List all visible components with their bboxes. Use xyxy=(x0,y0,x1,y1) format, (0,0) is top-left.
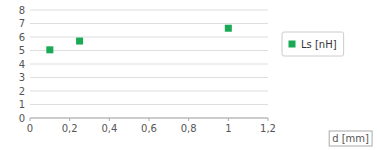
x-tick-label: 0,6 xyxy=(141,123,157,134)
x-axis-label: d [mm] xyxy=(332,133,369,144)
x-tick-label: 1,2 xyxy=(260,123,276,134)
plot-area xyxy=(46,25,232,54)
grid-line xyxy=(30,10,268,11)
y-tick-label: 3 xyxy=(19,72,25,83)
grid-line xyxy=(30,91,268,92)
y-tick-label: 7 xyxy=(19,18,25,29)
legend-label: Ls [nH] xyxy=(301,39,337,50)
grid-line xyxy=(30,23,268,24)
y-tick-label: 6 xyxy=(19,32,25,43)
legend-marker xyxy=(289,41,296,48)
grid-line xyxy=(30,50,268,51)
x-tick-label: 1 xyxy=(225,123,231,134)
x-axis xyxy=(30,118,268,119)
grid-line xyxy=(30,37,268,38)
grid-line xyxy=(30,118,268,119)
x-tick-label: 0,4 xyxy=(101,123,117,134)
x-tick-label: 0,8 xyxy=(181,123,197,134)
grid-line xyxy=(30,104,268,105)
chart: 0 1 2 3 4 5 6 7 8 0 0,2 0,4 0,6 0,8 1 1,2 Ls [nH] d [mm] xyxy=(0,0,377,150)
legend: Ls [nH] xyxy=(282,32,344,56)
y-tick-label: 8 xyxy=(19,5,25,16)
grid-line xyxy=(30,77,268,78)
x-tick-label: 0,2 xyxy=(62,123,78,134)
point xyxy=(225,25,232,32)
x-axis-label-box xyxy=(329,131,372,146)
point xyxy=(76,38,83,45)
y-tick-label: 0 xyxy=(19,113,25,124)
y-tick-label: 4 xyxy=(19,59,25,70)
x-tick-label: 0 xyxy=(27,123,33,134)
legend-box xyxy=(282,32,344,56)
y-tick-label: 5 xyxy=(19,45,25,56)
y-tick-label: 1 xyxy=(19,99,25,110)
grid-line xyxy=(30,64,268,65)
point xyxy=(46,46,53,53)
y-tick-label: 2 xyxy=(19,86,25,97)
